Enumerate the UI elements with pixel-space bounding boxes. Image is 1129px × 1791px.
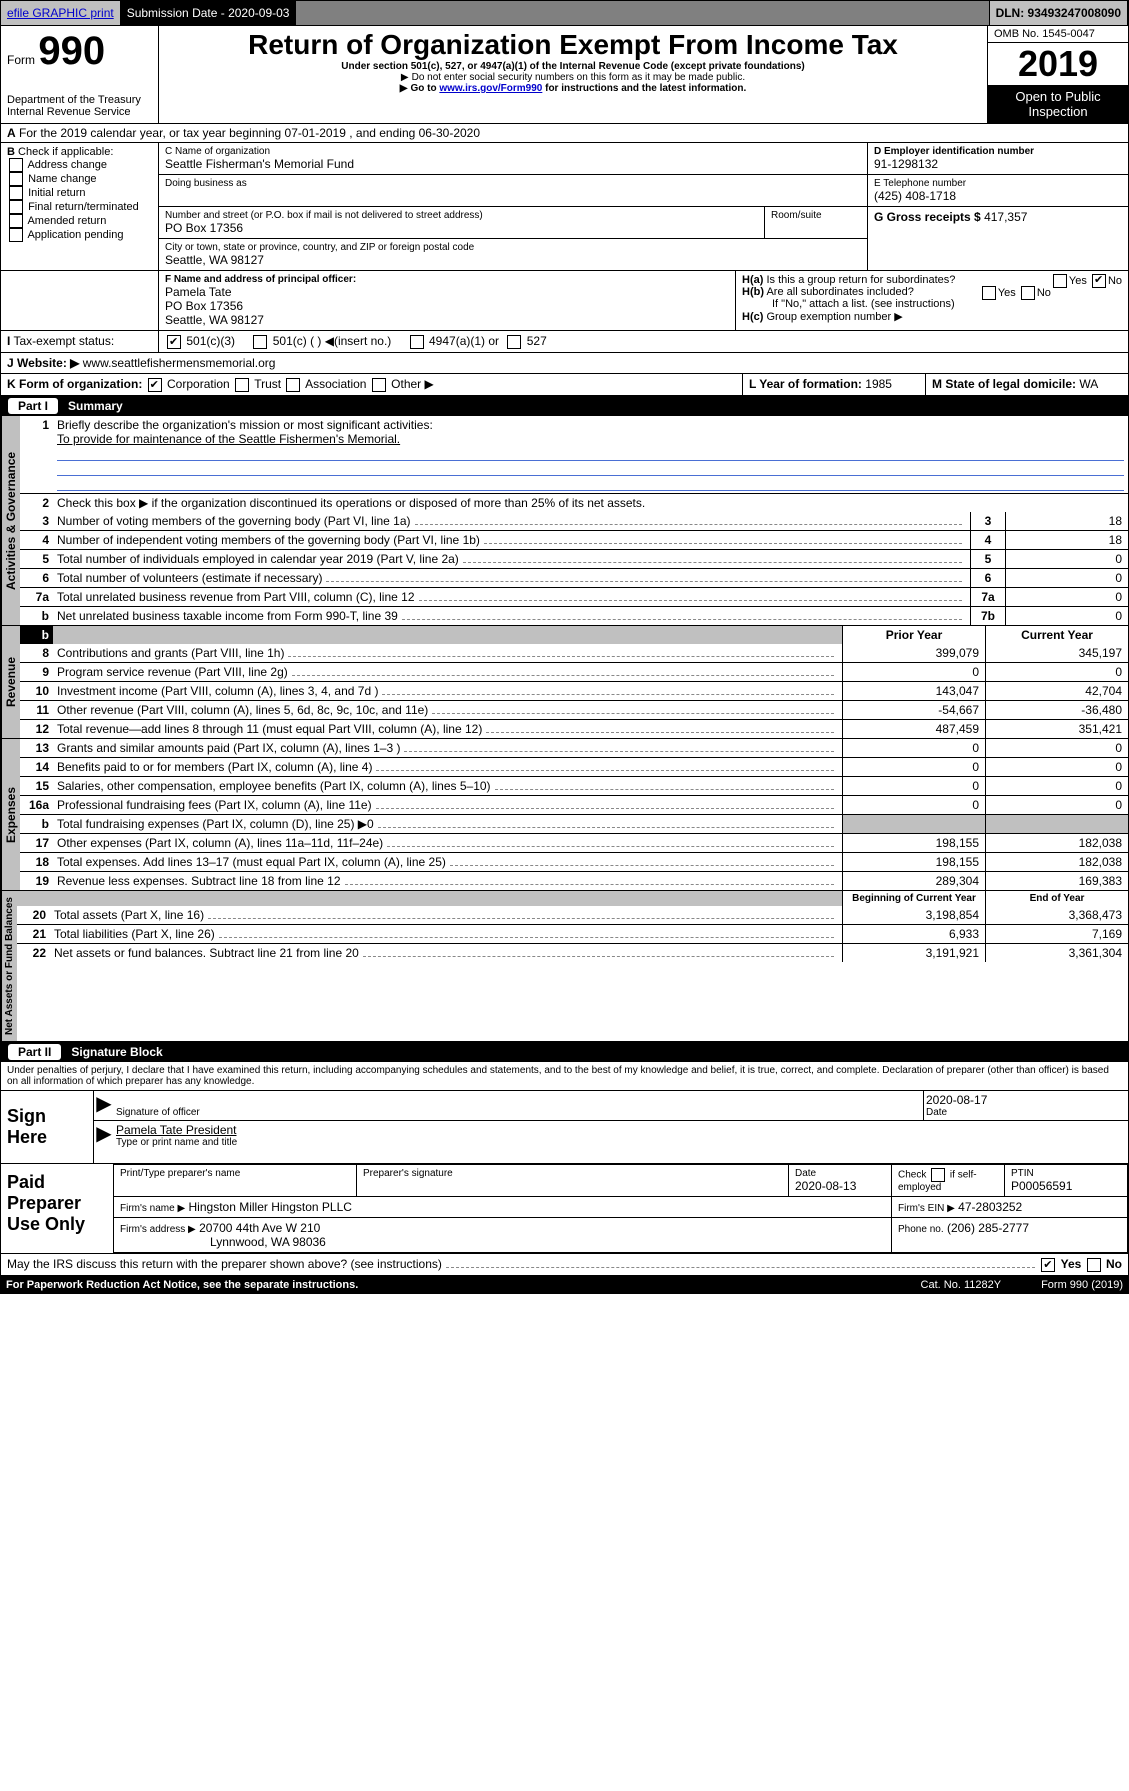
department: Department of the TreasuryInternal Reven…	[7, 94, 152, 118]
form-header: Form 990 Department of the TreasuryInter…	[0, 26, 1129, 124]
section-deg: D Employer identification number 91-1298…	[868, 143, 1128, 270]
block-bg: B Check if applicable: Address change Na…	[0, 143, 1129, 271]
form-number: 990	[38, 29, 105, 73]
ein: 91-1298132	[874, 157, 1122, 171]
phone: (425) 408-1718	[874, 189, 1122, 203]
vlabel-governance: Activities & Governance	[1, 416, 20, 625]
tax-year: 2019	[988, 43, 1128, 85]
vlabel-revenue: Revenue	[1, 626, 20, 738]
part1-bar: Part ISummary	[0, 396, 1129, 416]
line-a: A For the 2019 calendar year, or tax yea…	[0, 124, 1129, 143]
section-b: B Check if applicable: Address change Na…	[1, 143, 159, 270]
footer: For Paperwork Reduction Act Notice, see …	[0, 1276, 1129, 1294]
efile-link[interactable]: efile GRAPHIC print	[1, 1, 121, 25]
form-label: Form	[7, 53, 35, 67]
website: www.seattlefishermensmemorial.org	[83, 356, 276, 370]
org-name: Seattle Fisherman's Memorial Fund	[165, 157, 861, 171]
topbar-spacer	[296, 1, 989, 25]
part2-bar: Part IISignature Block	[0, 1042, 1129, 1062]
inspection-box: Open to Public Inspection	[988, 85, 1128, 123]
section-c: C Name of organization Seattle Fisherman…	[159, 143, 868, 270]
paid-preparer-label: Paid Preparer Use Only	[1, 1164, 113, 1253]
vlabel-expenses: Expenses	[1, 739, 20, 890]
note-link: Go to www.irs.gov/Form990 for instructio…	[165, 83, 981, 94]
sign-here-label: Sign Here	[1, 1091, 93, 1163]
org-address: PO Box 17356	[165, 221, 758, 235]
block-fh: F Name and address of principal officer:…	[0, 271, 1129, 331]
irs-link[interactable]: www.irs.gov/Form990	[439, 83, 542, 94]
discuss-question: May the IRS discuss this return with the…	[7, 1257, 442, 1272]
org-city: Seattle, WA 98127	[165, 253, 861, 267]
note-ssn: Do not enter social security numbers on …	[165, 72, 981, 83]
top-bar: efile GRAPHIC print Submission Date - 20…	[0, 0, 1129, 26]
omb: OMB No. 1545-0047	[988, 26, 1128, 43]
perjury-text: Under penalties of perjury, I declare th…	[0, 1062, 1129, 1091]
gross-receipts: 417,357	[984, 210, 1027, 224]
dln: DLN: 93493247008090	[990, 1, 1128, 25]
form-subtitle: Under section 501(c), 527, or 4947(a)(1)…	[165, 61, 981, 72]
vlabel-net: Net Assets or Fund Balances	[1, 891, 17, 1041]
submission-date: Submission Date - 2020-09-03	[121, 1, 297, 25]
form-title: Return of Organization Exempt From Incom…	[165, 29, 981, 61]
